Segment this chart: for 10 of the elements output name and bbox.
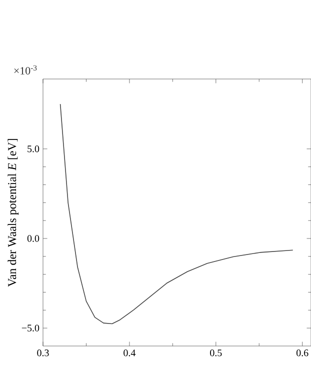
y-tick-label: −5.0 bbox=[22, 324, 40, 332]
x-tick-label: 0.4 bbox=[124, 350, 136, 356]
y-tick-label: 5.0 bbox=[28, 145, 40, 152]
line-series bbox=[60, 104, 294, 324]
y-tick-label: 0.0 bbox=[27, 235, 40, 242]
x-tick-label: 0.6 bbox=[296, 350, 308, 356]
y-axis-title: Van der Waals potential E [eV] bbox=[8, 139, 19, 287]
text: ×10$^{-3}$ bbox=[14, 65, 37, 74]
x-tick-label: 0.5 bbox=[210, 350, 222, 356]
x-tick-label: 0.3 bbox=[37, 350, 49, 356]
